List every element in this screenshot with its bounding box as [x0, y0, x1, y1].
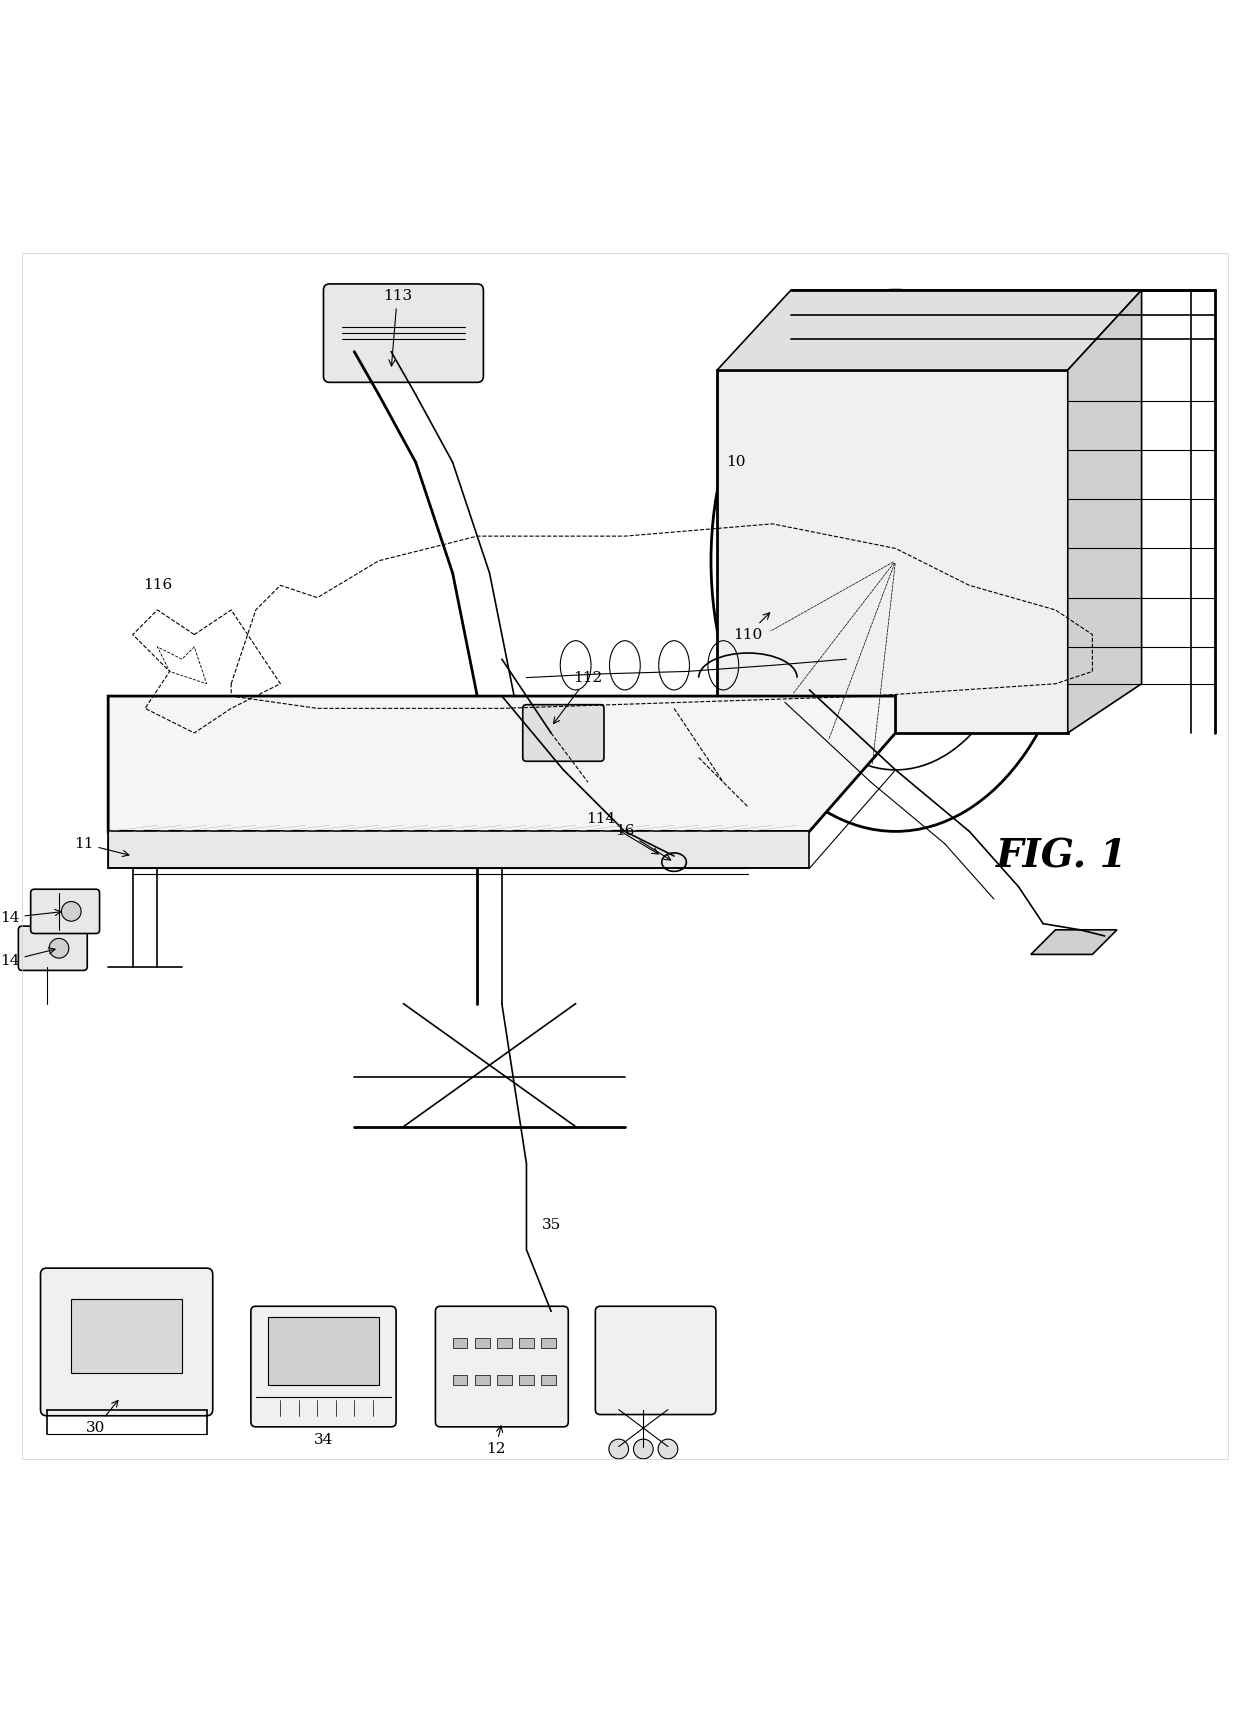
Circle shape: [62, 902, 81, 921]
Circle shape: [658, 1440, 678, 1459]
Bar: [71, 1299, 182, 1373]
FancyBboxPatch shape: [595, 1306, 715, 1414]
Text: 113: 113: [383, 289, 412, 366]
Polygon shape: [108, 697, 895, 832]
Bar: [541, 1375, 556, 1385]
Bar: [497, 1339, 512, 1347]
Polygon shape: [717, 370, 1068, 733]
FancyBboxPatch shape: [250, 1306, 396, 1426]
Text: 10: 10: [725, 455, 745, 469]
Polygon shape: [1068, 289, 1142, 733]
Text: 34: 34: [314, 1433, 334, 1447]
FancyBboxPatch shape: [19, 926, 87, 971]
FancyBboxPatch shape: [523, 705, 604, 762]
Bar: [453, 1375, 467, 1385]
Text: 35: 35: [542, 1217, 560, 1233]
Text: 12: 12: [486, 1426, 506, 1455]
Bar: [475, 1375, 490, 1385]
Bar: [520, 1375, 534, 1385]
FancyBboxPatch shape: [324, 284, 484, 382]
Circle shape: [609, 1440, 629, 1459]
FancyBboxPatch shape: [31, 889, 99, 933]
Bar: [520, 1339, 534, 1347]
Text: FIG. 1: FIG. 1: [996, 837, 1127, 875]
Text: 110: 110: [733, 613, 770, 642]
Bar: [268, 1317, 379, 1385]
FancyBboxPatch shape: [41, 1269, 213, 1416]
FancyBboxPatch shape: [435, 1306, 568, 1426]
Polygon shape: [717, 289, 1142, 370]
Text: 14: 14: [0, 948, 55, 967]
Text: 30: 30: [87, 1400, 118, 1435]
Polygon shape: [108, 832, 810, 868]
Text: 116: 116: [143, 579, 172, 592]
Text: 16: 16: [615, 825, 671, 859]
Text: 11: 11: [74, 837, 129, 856]
Text: 114: 114: [585, 811, 658, 854]
Polygon shape: [1030, 930, 1117, 954]
Bar: [475, 1339, 490, 1347]
Text: 14: 14: [0, 909, 61, 924]
Circle shape: [634, 1440, 653, 1459]
Bar: [453, 1339, 467, 1347]
Bar: [497, 1375, 512, 1385]
Text: 112: 112: [553, 671, 603, 724]
Bar: [541, 1339, 556, 1347]
Circle shape: [50, 938, 68, 959]
